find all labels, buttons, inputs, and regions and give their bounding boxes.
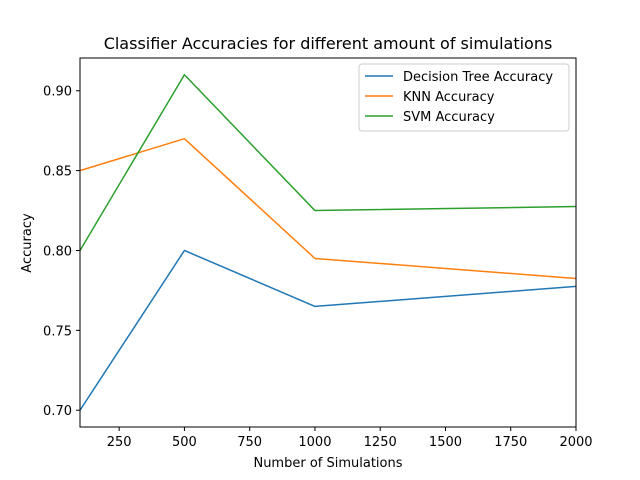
x-tick-label: 1250 xyxy=(364,435,397,450)
y-tick-label: 0.70 xyxy=(43,404,72,419)
x-axis: 250 500 750 1000 1250 1500 1750 2000 xyxy=(107,427,593,450)
x-tick-label: 750 xyxy=(237,435,262,450)
series-layer xyxy=(79,74,577,411)
y-tick-label: 0.80 xyxy=(43,244,72,259)
series-line-knn-accuracy xyxy=(79,137,577,280)
series-line-svm-accuracy xyxy=(79,74,577,251)
x-axis-title: Number of Simulations xyxy=(253,456,402,471)
legend-label: KNN Accuracy xyxy=(403,90,495,105)
chart-title: Classifier Accuracies for different amou… xyxy=(104,34,553,53)
y-tick-label: 0.85 xyxy=(43,165,72,180)
y-axis-title: Accuracy xyxy=(20,213,35,273)
legend-label: SVM Accuracy xyxy=(403,110,495,125)
x-tick-label: 1750 xyxy=(494,435,527,450)
x-tick-label: 500 xyxy=(172,435,197,450)
y-tick-label: 0.90 xyxy=(43,85,72,100)
y-axis: 0.70 0.75 0.80 0.85 0.90 xyxy=(43,85,80,419)
x-tick-label: 1500 xyxy=(429,435,462,450)
x-tick-label: 1000 xyxy=(298,435,331,450)
y-tick-label: 0.75 xyxy=(43,324,72,339)
series-line-decision-tree-accuracy xyxy=(79,249,577,411)
x-tick-label: 250 xyxy=(107,435,132,450)
legend-label: Decision Tree Accuracy xyxy=(403,70,553,85)
legend-box xyxy=(358,63,570,132)
plot-frame xyxy=(79,57,577,428)
legend: Decision Tree Accuracy KNN Accuracy SVM Ac… xyxy=(358,63,570,132)
x-tick-label: 2000 xyxy=(559,435,592,450)
